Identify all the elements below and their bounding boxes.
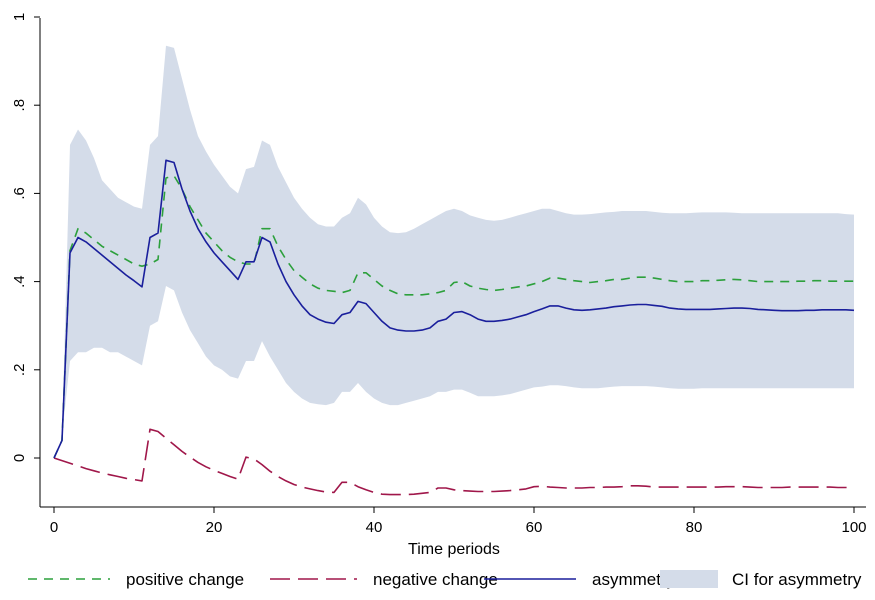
legend-label-positive-change: positive change [126, 570, 244, 589]
ticks-layer: 0 20 40 60 80 100 0 .2 .4 .6 .8 1 [11, 13, 867, 536]
x-tick-label: 0 [50, 519, 58, 536]
legend-label-CI-for-asymmetry: CI for asymmetry [732, 570, 862, 589]
ci-band-layer [54, 45, 854, 458]
series-line-asymmetry [53, 159, 855, 459]
x-tick-label: 20 [206, 519, 223, 536]
series-line-positive-change [53, 175, 854, 459]
ci-band [54, 45, 854, 458]
y-tick-label: 1 [11, 13, 28, 21]
legend-label-asymmetry: asymmetry [592, 570, 676, 589]
x-tick-label: 60 [526, 519, 543, 536]
y-tick-label: 0 [11, 454, 28, 462]
y-tick-label: .6 [11, 187, 28, 200]
legend-label-negative-change: negative change [373, 570, 498, 589]
x-axis-title: Time periods [408, 541, 500, 558]
legend: positive change negative change asymmetry C… [28, 570, 862, 589]
y-tick-label: .4 [11, 275, 28, 288]
axes-layer [39, 18, 866, 508]
x-tick-label: 40 [366, 519, 383, 536]
series-layer [53, 159, 855, 496]
x-tick-label: 80 [686, 519, 703, 536]
y-tick-label: .2 [11, 364, 28, 377]
y-tick-label: .8 [11, 99, 28, 112]
legend-swatch-CI-for-asymmetry [660, 570, 718, 588]
x-tick-label: 100 [841, 519, 866, 536]
series-line-negative-change [53, 428, 854, 496]
